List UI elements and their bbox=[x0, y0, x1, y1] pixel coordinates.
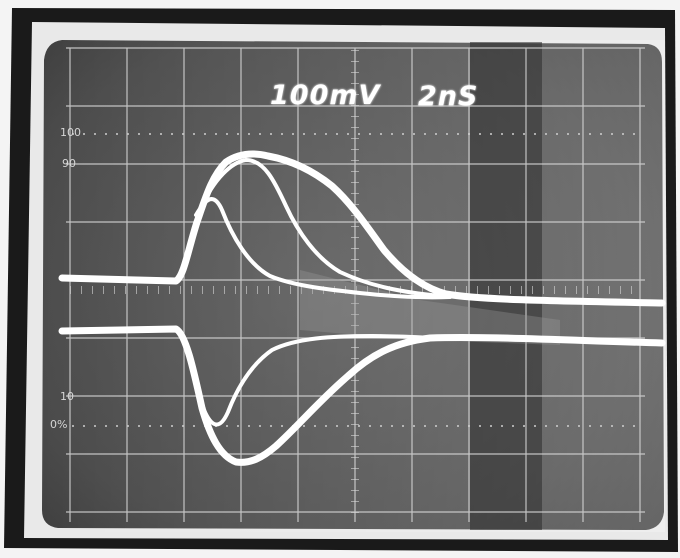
time-per-div-readout: 2nS bbox=[418, 81, 479, 112]
graticule-dotted-lines bbox=[72, 133, 640, 427]
graticule-label-100: 100 bbox=[60, 126, 81, 139]
lower-waveforms bbox=[58, 325, 666, 466]
screen-shadow-band bbox=[470, 42, 542, 530]
graticule-label-90: 90 bbox=[62, 157, 76, 170]
volts-per-div-readout: 100mV bbox=[270, 80, 381, 111]
upper-waveforms bbox=[58, 150, 666, 307]
trace-glow bbox=[300, 270, 560, 345]
graticule-label-0: 0% bbox=[50, 418, 68, 431]
graticule-label-10: 10 bbox=[60, 390, 74, 403]
